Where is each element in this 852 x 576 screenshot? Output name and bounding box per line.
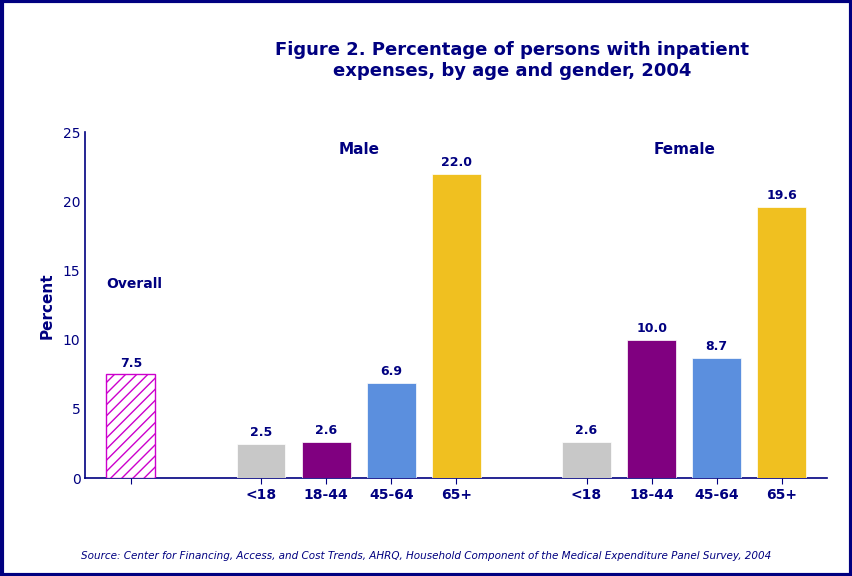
Text: AHRQ: AHRQ <box>57 40 130 59</box>
Text: 8.7: 8.7 <box>705 340 727 353</box>
Y-axis label: Percent: Percent <box>39 272 55 339</box>
Bar <box>106 374 155 478</box>
Text: 2.6: 2.6 <box>314 425 337 437</box>
Text: 19.6: 19.6 <box>766 190 797 202</box>
Bar <box>366 382 415 478</box>
Text: Figure 2. Percentage of persons with inpatient
expenses, by age and gender, 2004: Figure 2. Percentage of persons with inp… <box>274 41 748 80</box>
Bar <box>431 174 481 478</box>
Text: 2.6: 2.6 <box>575 425 597 437</box>
Text: Male: Male <box>337 142 379 157</box>
Text: Overall: Overall <box>106 278 162 291</box>
Bar <box>561 442 610 478</box>
Bar <box>757 207 805 478</box>
Bar <box>626 340 676 478</box>
Text: 22.0: 22.0 <box>440 156 471 169</box>
Text: 2.5: 2.5 <box>250 426 272 439</box>
Text: Advancing
Excellence in
Health Care: Advancing Excellence in Health Care <box>66 66 121 96</box>
Bar <box>236 444 285 478</box>
Text: Source: Center for Financing, Access, and Cost Trends, AHRQ, Household Component: Source: Center for Financing, Access, an… <box>81 551 771 561</box>
Text: 7.5: 7.5 <box>119 357 141 370</box>
Bar <box>302 442 350 478</box>
Text: 10.0: 10.0 <box>636 322 666 335</box>
Text: Female: Female <box>653 142 714 157</box>
Text: 6.9: 6.9 <box>380 365 402 378</box>
Bar <box>692 358 740 478</box>
